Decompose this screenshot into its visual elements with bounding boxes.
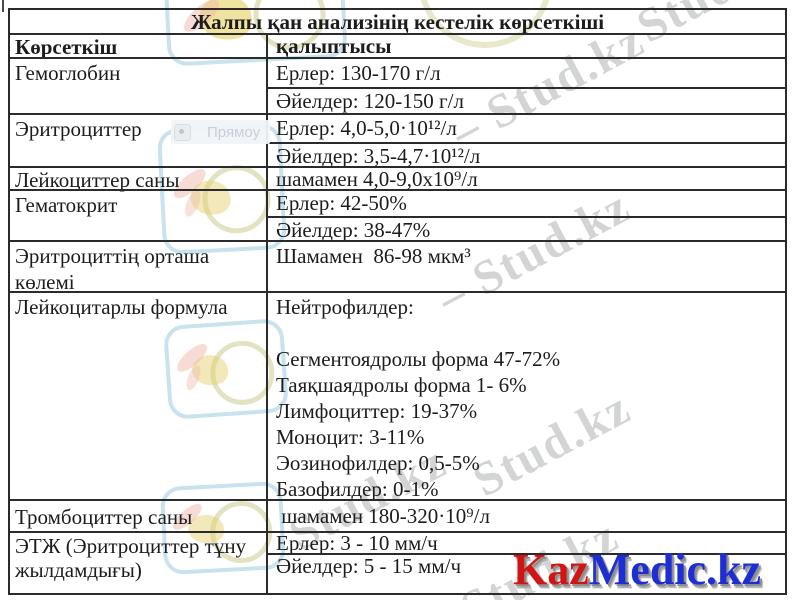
row-erythrocytes: Эритроциттер Ерлер: 4,0-5,0·10¹²/л Әйелд…: [10, 113, 785, 168]
value-cell: Ерлер: 4,0-5,0·10¹²/л Әйелдер: 3,5-4,7·1…: [268, 115, 785, 168]
value-approx: шамамен 4,0-9,0x10⁹/л: [276, 167, 478, 191]
indicator-label: Эритроциттер: [10, 115, 268, 166]
table-title: Жалпы қан анализінің кестелік көрсеткіші: [190, 10, 605, 34]
value-cell: шамамен 4,0-9,0x10⁹/л: [268, 167, 785, 191]
indicator-label: ЭТЖ (Эритроциттер тұну жылдамдығы): [10, 533, 268, 593]
brand-medic: Medic.kz: [588, 545, 762, 594]
row-platelet-count: Тромбоциттер саны шамамен 180-320·10⁹/л: [10, 499, 785, 531]
table-header-row: Көрсеткіш қалыптысы: [10, 33, 785, 59]
page-edge-artifact: [2, 0, 4, 12]
value-cell: Шамамен 86-98 мкм³: [268, 242, 785, 291]
header-indicator: Көрсеткіш: [10, 35, 268, 59]
row-hemoglobin: Гемоглобин Ерлер: 130-170 г/л Әйелдер: 1…: [10, 57, 785, 113]
shape-tooltip[interactable]: Прямоу: [171, 120, 270, 144]
row-leukocyte-count: Лейкоциттер саны шамамен 4,0-9,0x10⁹/л: [10, 166, 785, 192]
row-hematocrit: Гематокрит Ерлер: 42-50% Әйелдер: 38-47%: [10, 189, 785, 242]
chip-dot-icon: [179, 128, 184, 134]
row-esr: ЭТЖ (Эритроциттер тұну жылдамдығы) Ерлер…: [10, 531, 785, 593]
value-men: Ерлер: 3 - 10 мм/ч: [276, 531, 438, 555]
indicator-label: Тромбоциттер саны: [10, 501, 268, 531]
kazmedic-logo[interactable]: KazMedic.kz: [513, 548, 761, 592]
table-title-row: Жалпы қан анализінің кестелік көрсеткіші: [10, 10, 785, 34]
row-mean-cell-volume: Эритроциттің орташа көлемі Шамамен 86-98…: [10, 240, 785, 294]
row-leukocyte-formula: Лейкоцитарлы формула Нейтрофилдер: Сегме…: [10, 291, 785, 501]
header-normal-range: қалыптысы: [276, 34, 392, 58]
indicator-label: Лейкоциттер саны: [10, 168, 268, 192]
shape-chip-icon: [174, 123, 191, 141]
value-women: Әйелдер: 5 - 15 мм/ч: [268, 553, 785, 593]
indicator-label: Гематокрит: [10, 191, 268, 240]
formula-line: Нейтрофилдер:: [276, 295, 414, 319]
formula-line: Эозинофилдер: 0,5-5%: [276, 451, 480, 475]
indicator-label: Лейкоцитарлы формула: [10, 293, 268, 499]
value-women: Әйелдер: 120-150 г/л: [268, 87, 785, 114]
shape-tooltip-label: Прямоу: [207, 123, 261, 141]
indicator-label: Гемоглобин: [10, 59, 268, 113]
value-cell: Ерлер: 130-170 г/л Әйелдер: 120-150 г/л: [268, 59, 785, 113]
formula-line: Сегментоядролы форма 47-72%: [276, 347, 561, 371]
formula-line: Моноцит: 3-11%: [276, 425, 425, 449]
value-approx: шамамен 180-320·10⁹/л: [276, 504, 490, 528]
value-women: Әйелдер: 38-47%: [268, 216, 785, 242]
formula-line: [268, 320, 785, 346]
blood-analysis-table: Жалпы қан анализінің кестелік көрсеткіші…: [8, 8, 787, 595]
formula-line: Лимфоциттер: 19-37%: [276, 399, 478, 423]
formula-line: Таяқшаядролы форма 1- 6%: [276, 373, 527, 397]
value-approx: Шамамен 86-98 мкм³: [276, 244, 471, 268]
value-men: Ерлер: 130-170 г/л: [276, 61, 441, 85]
value-cell: Ерлер: 3 - 10 мм/ч Әйелдер: 5 - 15 мм/ч: [268, 533, 785, 593]
indicator-label: Эритроциттің орташа көлемі: [10, 242, 268, 294]
value-men: Ерлер: 4,0-5,0·10¹²/л: [276, 116, 457, 140]
value-cell: Нейтрофилдер: Сегментоядролы форма 47-72…: [268, 293, 785, 501]
value-cell: шамамен 180-320·10⁹/л: [268, 501, 785, 531]
value-men: Ерлер: 42-50%: [276, 191, 407, 215]
formula-line: Базофилдер: 0-1%: [276, 477, 439, 501]
value-cell: Ерлер: 42-50% Әйелдер: 38-47%: [268, 191, 785, 242]
value-women: Әйелдер: 3,5-4,7·10¹²/л: [268, 142, 785, 168]
brand-kaz: Kaz: [513, 545, 589, 594]
